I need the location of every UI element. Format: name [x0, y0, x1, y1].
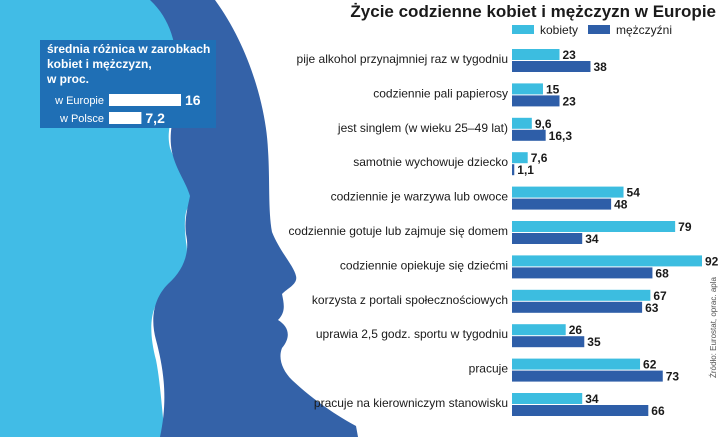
value-label-women: 92 — [705, 254, 719, 268]
category-label: pije alkohol przynajmniej raz w tygodniu — [297, 52, 508, 66]
bar-men — [512, 370, 663, 382]
bar-women — [512, 117, 532, 129]
bar-women — [512, 393, 583, 404]
bar-women — [512, 221, 676, 232]
inset-label-poland: w Polsce — [59, 113, 104, 125]
value-label-women: 67 — [653, 289, 667, 303]
category-label: uprawia 2,5 godz. sportu w tygodniu — [316, 327, 508, 341]
value-label-men: 68 — [655, 266, 669, 280]
bar-men — [512, 405, 649, 416]
chart-title: Życie codzienne kobiet i mężczyzn w Euro… — [350, 2, 716, 21]
bar-men — [512, 164, 515, 176]
value-label-women: 54 — [627, 186, 641, 200]
salary-gap-inset: średnia różnica w zarobkach kobiet i męż… — [40, 40, 216, 128]
value-label-men: 16,3 — [549, 129, 573, 143]
bar-men — [512, 267, 653, 279]
value-label-women: 34 — [585, 392, 599, 406]
bar-women — [512, 255, 702, 267]
category-label: codziennie pali papierosy — [373, 86, 508, 100]
inset-title-line: kobiet i mężczyzn, — [47, 57, 152, 71]
category-label: jest singlem (w wieku 25–49 lat) — [337, 121, 508, 135]
value-label-men: 73 — [666, 370, 680, 384]
bar-women — [512, 83, 543, 95]
value-label-women: 26 — [569, 323, 583, 337]
legend-swatch-women — [512, 25, 534, 34]
bar-women — [512, 186, 624, 198]
category-label: samotnie wychowuje dziecko — [353, 155, 508, 169]
bar-men — [512, 233, 583, 244]
value-label-men: 48 — [614, 198, 628, 212]
value-label-men: 66 — [651, 404, 665, 418]
inset-label-europe: w Europie — [54, 95, 104, 107]
legend: kobiety mężczyźni — [512, 23, 672, 37]
inset-value-europe: 16 — [185, 92, 201, 108]
category-label: pracuje — [469, 362, 509, 376]
bar-women — [512, 49, 560, 60]
category-label: korzysta z portali społecznościowych — [312, 293, 508, 307]
bar-men — [512, 336, 585, 348]
category-label: codziennie opiekuje się dziećmi — [340, 258, 508, 272]
category-label: pracuje na kierowniczym stanowisku — [314, 396, 508, 410]
source-note: Źródło: Eurostat, oprac. apla — [709, 277, 718, 378]
bar-women — [512, 289, 651, 301]
value-label-men: 63 — [645, 301, 659, 315]
inset-value-poland: 7,2 — [145, 110, 165, 126]
category-label: codziennie gotuje lub zajmuje się domem — [289, 224, 508, 238]
category-label: codziennie je warzywa lub owoce — [331, 190, 509, 204]
legend-label-men: mężczyźni — [616, 23, 672, 37]
inset-bar-europe — [109, 94, 181, 106]
value-label-women: 62 — [643, 358, 657, 372]
inset-title-line: średnia różnica w zarobkach — [47, 42, 210, 56]
legend-label-women: kobiety — [540, 23, 578, 37]
bar-women — [512, 324, 566, 336]
inset-title-line: w proc. — [46, 72, 89, 86]
bar-women — [512, 358, 641, 370]
bar-men — [512, 198, 612, 210]
man-head-silhouette — [62, 0, 358, 437]
bar-men — [512, 301, 643, 313]
value-label-women: 9,6 — [535, 117, 552, 131]
value-label-women: 15 — [546, 82, 560, 96]
value-label-men: 1,1 — [517, 163, 534, 177]
bar-plot-area: pije alkohol przynajmniej raz w tygodniu… — [289, 48, 719, 418]
inset-bar-poland — [109, 112, 142, 124]
bar-men — [512, 129, 546, 141]
value-label-women: 7,6 — [531, 151, 548, 165]
value-label-women: 79 — [678, 220, 692, 234]
value-label-men: 35 — [587, 335, 601, 349]
bar-men — [512, 95, 560, 107]
value-label-men: 38 — [593, 60, 607, 74]
legend-swatch-men — [588, 25, 610, 34]
bar-men — [512, 61, 591, 72]
value-label-men: 23 — [563, 94, 577, 108]
bar-women — [512, 152, 528, 164]
value-label-women: 23 — [563, 48, 577, 62]
value-label-men: 34 — [585, 232, 599, 246]
